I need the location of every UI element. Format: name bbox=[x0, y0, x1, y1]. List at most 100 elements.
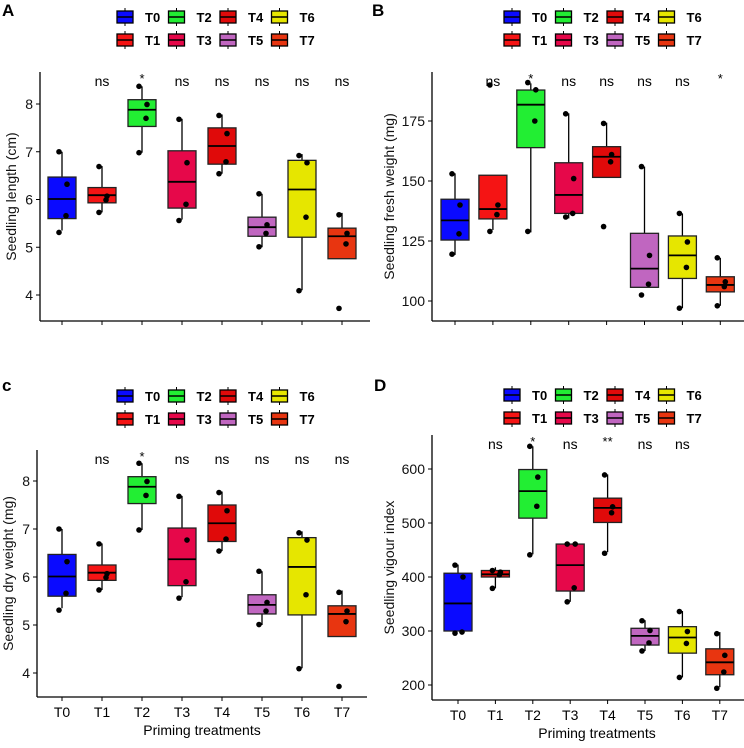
legend-item-t7: T7 bbox=[270, 31, 315, 49]
box-body bbox=[47, 553, 77, 597]
data-point bbox=[564, 541, 570, 547]
legend-label: T3 bbox=[197, 412, 212, 427]
legend-item-t3: T3 bbox=[167, 31, 212, 49]
box-t4: ns bbox=[591, 73, 622, 230]
box-t7 bbox=[705, 630, 735, 692]
box-t3: ns bbox=[167, 451, 197, 601]
data-point bbox=[638, 163, 645, 170]
data-point bbox=[263, 608, 269, 614]
data-point bbox=[176, 217, 182, 224]
data-point bbox=[216, 489, 222, 496]
legend-label: T4 bbox=[248, 389, 264, 404]
panel-label: B bbox=[372, 1, 384, 20]
legend-item-t5: T5 bbox=[219, 410, 263, 428]
box-body bbox=[555, 543, 585, 592]
box-body bbox=[478, 174, 508, 220]
box-body bbox=[167, 150, 197, 209]
box-t0 bbox=[47, 526, 77, 613]
data-point bbox=[296, 530, 302, 536]
data-point bbox=[184, 537, 190, 543]
legend: T0 T1 T2 T3 T4 T5 T6 T7 bbox=[116, 387, 315, 428]
data-point bbox=[136, 527, 142, 533]
box-body bbox=[327, 605, 357, 638]
data-point bbox=[722, 279, 729, 285]
data-point bbox=[136, 149, 142, 156]
significance-label: ns bbox=[637, 73, 652, 89]
significance-label: ns bbox=[675, 73, 690, 89]
y-axis-title: Seedling dry weight (mg) bbox=[0, 496, 16, 651]
legend-label: T3 bbox=[584, 411, 599, 426]
box-body bbox=[167, 527, 197, 587]
data-point bbox=[264, 222, 270, 228]
data-point bbox=[223, 158, 229, 165]
data-point bbox=[96, 587, 102, 593]
legend: T0 T1 T2 T3 T4 T5 T6 T7 bbox=[503, 8, 702, 49]
data-point bbox=[63, 212, 69, 219]
significance-label: * bbox=[528, 71, 533, 86]
data-point bbox=[684, 239, 691, 245]
data-point bbox=[96, 541, 102, 547]
box-t1: ns bbox=[87, 451, 117, 593]
y-tick-label: 4 bbox=[22, 665, 30, 681]
box-t3: ns bbox=[554, 73, 584, 220]
box-body bbox=[287, 159, 317, 238]
panel-b: B T0 T1 T2 T3 T4 T5 T6 T7 100 125 150 175 Seedling fr… bbox=[372, 1, 744, 325]
legend-label: T3 bbox=[584, 33, 599, 48]
box-t6: ns bbox=[667, 436, 698, 681]
legend-label: T7 bbox=[300, 412, 315, 427]
data-point bbox=[256, 243, 262, 250]
x-tick-label: T5 bbox=[637, 707, 654, 723]
y-tick-label: 6 bbox=[22, 569, 30, 585]
legend-item-t0: T0 bbox=[503, 8, 547, 26]
box-t2: * bbox=[127, 449, 157, 533]
legend-item-t2: T2 bbox=[554, 386, 599, 404]
legend-item-t2: T2 bbox=[167, 8, 212, 26]
data-point bbox=[336, 683, 342, 690]
data-point bbox=[296, 152, 302, 159]
legend-item-t7: T7 bbox=[270, 410, 315, 428]
data-point bbox=[56, 607, 62, 613]
legend-item-t3: T3 bbox=[554, 409, 599, 427]
x-tick-label: T4 bbox=[214, 704, 231, 720]
legend-label: T6 bbox=[687, 388, 702, 403]
box-body bbox=[667, 626, 698, 654]
legend-label: T0 bbox=[145, 389, 160, 404]
data-point bbox=[336, 305, 342, 312]
significance-label: ns bbox=[95, 451, 110, 467]
box-body bbox=[629, 232, 660, 288]
x-tick-label: T0 bbox=[54, 704, 71, 720]
box-t6: ns bbox=[667, 73, 698, 312]
legend-item-t4: T4 bbox=[219, 387, 264, 405]
x-tick-label: T6 bbox=[294, 704, 311, 720]
data-point bbox=[638, 292, 645, 298]
legend-item-t3: T3 bbox=[167, 410, 212, 428]
data-point bbox=[562, 111, 569, 117]
data-point bbox=[256, 190, 262, 197]
box-t5: ns bbox=[247, 451, 277, 628]
box-t7: * bbox=[705, 71, 735, 309]
y-tick-label: 150 bbox=[402, 173, 426, 189]
y-tick-label: 7 bbox=[22, 521, 30, 537]
significance-label: ns bbox=[95, 73, 110, 89]
significance-label: ns bbox=[255, 451, 270, 467]
box-body bbox=[518, 468, 548, 519]
x-tick-label: T7 bbox=[712, 707, 729, 723]
y-axis-title: Seedling length (cm) bbox=[3, 132, 19, 260]
y-tick-label: 300 bbox=[402, 623, 426, 639]
legend-label: T4 bbox=[635, 10, 651, 25]
data-point bbox=[639, 617, 645, 624]
data-point bbox=[64, 181, 70, 188]
box-t1: ns bbox=[478, 73, 508, 235]
y-tick-label: 4 bbox=[25, 287, 33, 303]
significance-label: ns bbox=[486, 73, 501, 89]
data-point bbox=[645, 281, 652, 288]
data-point bbox=[676, 305, 683, 312]
box-t7: ns bbox=[327, 73, 357, 312]
legend-item-t1: T1 bbox=[503, 31, 547, 49]
box-body bbox=[327, 227, 357, 260]
x-tick-label: T3 bbox=[174, 704, 191, 720]
data-point bbox=[489, 567, 496, 574]
x-axis-title: Priming treatments bbox=[143, 722, 260, 738]
box-t1: ns bbox=[480, 436, 511, 592]
